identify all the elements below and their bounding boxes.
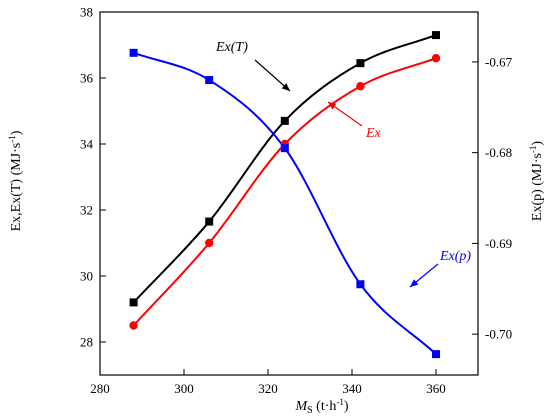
data-point [205,76,214,85]
data-point [356,280,365,289]
series-line-2 [133,51,437,355]
x-tick-label: 300 [174,381,194,396]
y-left-tick-label: 38 [80,5,93,20]
data-point [129,48,138,57]
annotation-arrow-head [410,279,419,287]
data-point [432,350,440,359]
y-right-tick-label: -0.69 [485,236,512,251]
series-line-0 [132,34,437,304]
data-point [431,54,441,63]
plot-frame [99,11,479,376]
data-point [356,82,365,91]
data-point [129,298,138,307]
y-right-tick-label: -0.68 [485,145,512,160]
annotation-arrow-head [328,102,337,110]
data-point [280,116,289,125]
x-tick-label: 340 [342,381,362,396]
data-point [280,144,289,153]
y-right-tick-label: -0.67 [485,54,513,69]
y-axis-left-title: Ex,Ex(T) (MJ·s-1) [7,130,24,231]
y-left-tick-label: 28 [80,335,93,350]
y-axis-right-title: Ex(p) (MJ·s-1) [528,141,545,222]
x-tick-label: 320 [258,381,278,396]
y-left-tick-label: 36 [80,71,94,86]
data-point [432,31,440,40]
series-line-1 [132,57,437,327]
annotation-label: Ex(p) [439,249,471,264]
y-left-tick-label: 30 [80,269,93,284]
y-left-tick-label: 34 [80,137,94,152]
x-tick-label: 360 [426,381,446,396]
data-point [205,217,214,226]
y-right-tick-label: -0.70 [485,327,512,342]
annotation-arrow-head [281,83,290,91]
y-left-tick-label: 32 [80,203,93,218]
data-point [129,321,138,330]
x-tick-label: 280 [90,381,110,396]
data-point [205,238,214,248]
annotation-label: Ex [365,126,382,141]
data-point [356,59,365,68]
x-axis-title: MS (t·h-1) [294,397,348,416]
annotation-label: Ex(T) [215,40,248,55]
